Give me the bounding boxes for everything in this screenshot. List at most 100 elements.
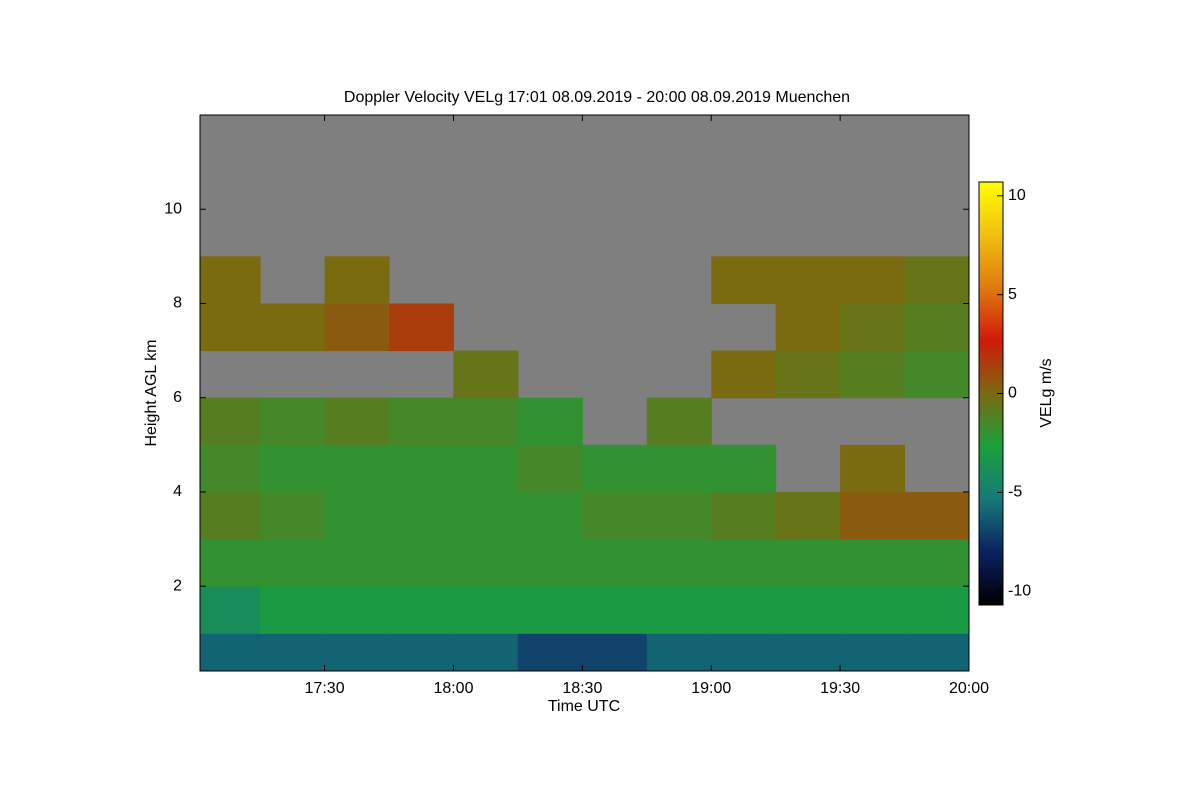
heatmap-cell: [711, 633, 777, 671]
colorbar-tick-label: -10: [1008, 582, 1031, 599]
heatmap-cell: [711, 256, 777, 304]
heatmap-cell: [646, 539, 712, 587]
heatmap-cell: [324, 444, 390, 493]
heatmap-cell: [453, 444, 519, 493]
heatmap-cell: [453, 539, 519, 587]
heatmap-cell: [260, 444, 326, 493]
heatmap-cell: [453, 491, 519, 540]
heatmap-cell: [711, 350, 777, 399]
heatmap-cell: [389, 444, 454, 493]
x-tick-label: 19:30: [820, 680, 860, 697]
heatmap-cell: [582, 633, 648, 671]
heatmap-cell: [517, 397, 583, 446]
plot-frame: [199, 114, 970, 672]
heatmap-cell: [582, 539, 648, 587]
heatmap-cell: [453, 350, 519, 399]
heatmap-cell: [582, 586, 648, 634]
heatmap-cell: [453, 586, 519, 634]
heatmap-cell: [711, 444, 777, 493]
heatmap-cell: [389, 491, 454, 540]
colorbar-label: VELg m/s: [1038, 358, 1055, 427]
heatmap-cell: [646, 633, 712, 671]
y-tick-label: 2: [173, 577, 182, 594]
heatmap-cell: [200, 303, 261, 352]
heatmap-cell: [200, 397, 261, 446]
heatmap-cell: [389, 539, 454, 587]
plot-area: [200, 115, 969, 671]
x-tick-label: 20:00: [949, 680, 989, 697]
heatmap-cell: [324, 397, 390, 446]
heatmap-cell: [389, 303, 454, 352]
heatmap-cell: [904, 303, 969, 352]
heatmap-cell: [200, 491, 261, 540]
x-tick-label: 17:30: [305, 680, 345, 697]
heatmap-cell: [775, 586, 841, 634]
heatmap-cell: [904, 256, 969, 304]
heatmap-cell: [904, 539, 969, 587]
heatmap-cell: [517, 491, 583, 540]
x-axis-label: Time UTC: [548, 698, 620, 715]
heatmap-cell: [453, 633, 519, 671]
x-tick-label: 18:00: [433, 680, 473, 697]
colorbar-tick-label: -5: [1008, 484, 1022, 501]
heatmap-cell: [260, 539, 326, 587]
heatmap-cell: [775, 350, 841, 399]
heatmap-cell: [840, 350, 906, 399]
heatmap-cell: [775, 539, 841, 587]
heatmap-cell: [904, 491, 969, 540]
heatmap-cell: [200, 444, 261, 493]
x-tick-label: 19:00: [691, 680, 731, 697]
heatmap-cell: [840, 633, 906, 671]
heatmap-cell: [711, 491, 777, 540]
heatmap-cell: [646, 586, 712, 634]
heatmap-cell: [517, 633, 583, 671]
y-tick-label: 10: [164, 200, 182, 217]
heatmap-cell: [646, 491, 712, 540]
heatmap-cell: [260, 303, 326, 352]
heatmap-cell: [582, 491, 648, 540]
heatmap-cell: [775, 491, 841, 540]
colorbar-tick-label: 5: [1008, 286, 1017, 303]
heatmap-cell: [775, 633, 841, 671]
heatmap-cell: [324, 539, 390, 587]
heatmap-cell: [200, 539, 261, 587]
colorbar-tick-label: 0: [1008, 385, 1017, 402]
heatmap-cell: [324, 491, 390, 540]
heatmap-cell: [775, 256, 841, 304]
heatmap-cell: [324, 303, 390, 352]
heatmap-cell: [582, 444, 648, 493]
heatmap-cell: [200, 633, 261, 671]
heatmap-cell: [260, 633, 326, 671]
x-tick-label: 18:30: [562, 680, 602, 697]
heatmap-cell: [840, 256, 906, 304]
heatmap-cell: [200, 586, 261, 634]
heatmap-cell: [711, 539, 777, 587]
heatmap-cell: [646, 397, 712, 446]
heatmap-cell: [389, 397, 454, 446]
heatmap-cell: [260, 491, 326, 540]
heatmap-cell: [840, 539, 906, 587]
heatmap-cell: [260, 586, 326, 634]
y-tick-label: 8: [173, 295, 182, 312]
colorbar-tick-label: 10: [1008, 187, 1026, 204]
y-tick-label: 6: [173, 389, 182, 406]
heatmap-cell: [904, 350, 969, 399]
heatmap-cell: [389, 633, 454, 671]
heatmap-cell: [260, 397, 326, 446]
heatmap-cell: [711, 586, 777, 634]
heatmap-cell: [904, 633, 969, 671]
heatmap-cell: [840, 491, 906, 540]
heatmap-cell: [517, 539, 583, 587]
heatmap-cell: [324, 256, 390, 304]
y-axis-label: Height AGL km: [143, 339, 160, 446]
chart-title: Doppler Velocity VELg 17:01 08.09.2019 -…: [344, 89, 850, 106]
heatmap-cell: [840, 586, 906, 634]
heatmap-cell: [840, 444, 906, 493]
heatmap-cell: [200, 256, 261, 304]
heatmap-cell: [775, 303, 841, 352]
heatmap-cell: [840, 303, 906, 352]
heatmap-cell: [389, 586, 454, 634]
heatmap-cell: [517, 444, 583, 493]
heatmap-cell: [517, 586, 583, 634]
